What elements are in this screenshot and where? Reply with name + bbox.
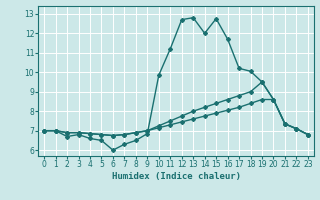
X-axis label: Humidex (Indice chaleur): Humidex (Indice chaleur)	[111, 172, 241, 181]
